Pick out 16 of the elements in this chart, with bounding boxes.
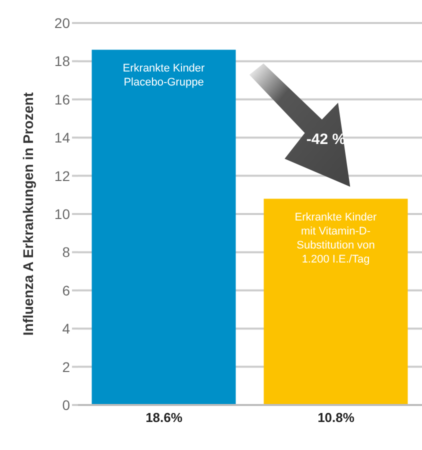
- y-tick-label: 10: [54, 206, 70, 222]
- y-tick-label: 20: [54, 14, 70, 31]
- x-tick-label: Erkrankte Kinder Placebo-Gruppe: [122, 62, 206, 89]
- y-tick-label: 16: [54, 91, 70, 108]
- y-tick-label: 12: [54, 168, 70, 184]
- data-label: 10.8%: [318, 410, 355, 426]
- x-tick-label: Erkrankte Kinder mit Vitamin-D-Substitution von 1.200 I.E./Tag: [294, 212, 378, 266]
- data-label: 18.6%: [146, 410, 183, 426]
- y-axis-title: Influenza A Erkrankungen in Prozent: [20, 92, 36, 336]
- y-tick-label: 4: [62, 320, 70, 337]
- y-tick-label: 14: [54, 130, 70, 146]
- y-tick-label: 0: [62, 396, 70, 413]
- y-tick-label: 2: [62, 358, 70, 375]
- y-tick-label: 8: [62, 244, 70, 260]
- y-tick-label: 6: [62, 282, 70, 298]
- y-tick-label: 18: [54, 53, 70, 70]
